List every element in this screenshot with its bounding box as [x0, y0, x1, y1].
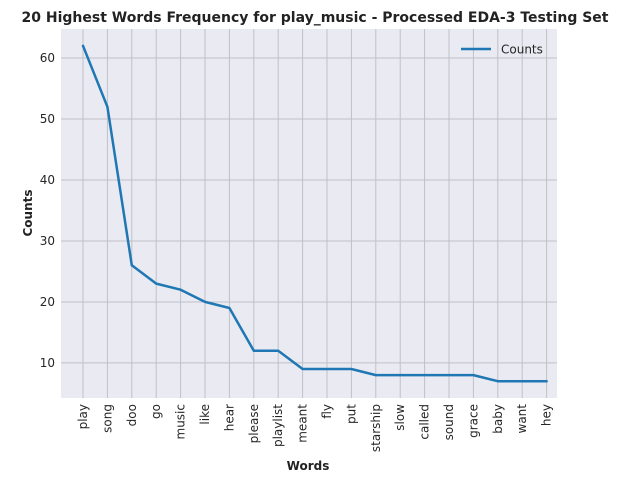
- x-tick-label: called: [418, 404, 432, 440]
- x-tick-label: hear: [222, 404, 236, 431]
- x-tick-label: fly: [320, 404, 334, 419]
- legend-label: Counts: [501, 43, 543, 57]
- x-tick-label: grace: [466, 404, 480, 438]
- x-tick-label: starship: [369, 404, 383, 452]
- x-tick-label: put: [344, 404, 358, 424]
- x-tick-label: song: [100, 404, 114, 433]
- x-tick-label: slow: [393, 404, 407, 431]
- y-tick-label: 20: [40, 295, 55, 309]
- x-tick-label: baby: [491, 404, 505, 434]
- y-axis-label: Counts: [21, 189, 35, 236]
- x-axis: play song doo go music like hear please playlist…: [76, 404, 554, 452]
- y-axis: 10 20 30 40 50 60: [40, 51, 55, 370]
- x-tick-label: doo: [125, 404, 139, 426]
- grid: [61, 29, 557, 398]
- plot-area: [61, 29, 557, 398]
- y-tick-label: 10: [40, 356, 55, 370]
- y-tick-label: 30: [40, 234, 55, 248]
- x-tick-label: sound: [442, 404, 456, 440]
- x-tick-label: hey: [540, 404, 554, 426]
- chart-title: 20 Highest Words Frequency for play_musi…: [22, 10, 609, 26]
- x-tick-label: want: [515, 404, 529, 434]
- x-tick-label: meant: [296, 404, 310, 443]
- legend: Counts: [461, 43, 543, 57]
- x-tick-label: please: [247, 404, 261, 443]
- y-tick-label: 60: [40, 51, 55, 65]
- x-axis-label: Words: [287, 459, 330, 473]
- x-tick-label: go: [149, 404, 163, 419]
- x-tick-label: playlist: [271, 404, 285, 447]
- y-tick-label: 50: [40, 112, 55, 126]
- series-line-counts: [81, 44, 548, 383]
- y-tick-label: 40: [40, 173, 55, 187]
- x-tick-label: music: [174, 404, 188, 439]
- series-group: [81, 44, 548, 383]
- x-tick-label: play: [76, 404, 90, 429]
- x-tick-label: like: [198, 404, 212, 425]
